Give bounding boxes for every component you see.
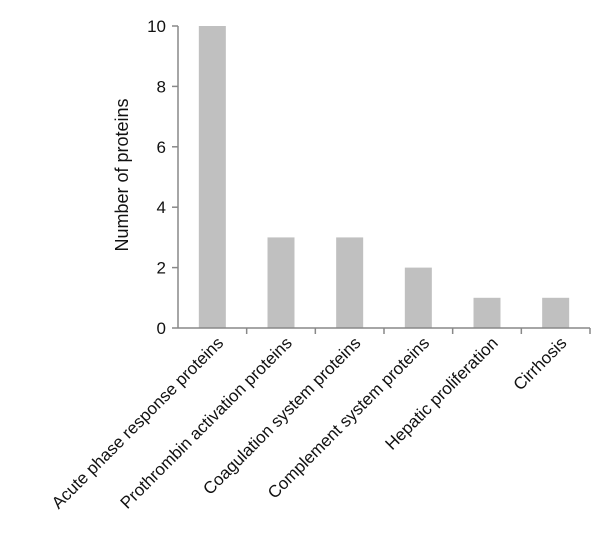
bar — [542, 297, 570, 328]
y-tick-label: 8 — [157, 77, 166, 96]
bar — [404, 267, 432, 328]
bars-group — [198, 26, 570, 328]
x-category-label: Hepatic proliferation — [381, 333, 501, 453]
x-categories-group: Acute phase response proteinsProthrombin… — [48, 328, 591, 513]
bar — [473, 297, 501, 328]
y-tick-label: 2 — [157, 259, 166, 278]
y-tick-label: 0 — [157, 319, 166, 338]
bar — [336, 237, 364, 328]
axes-group — [177, 26, 590, 329]
y-tick-label: 10 — [147, 17, 166, 36]
y-tick-label: 4 — [157, 198, 166, 217]
bar — [198, 26, 226, 328]
y-tick-label: 6 — [157, 138, 166, 157]
y-ticks-group: 0 2 4 6 8 10 — [147, 17, 178, 338]
y-axis-title: Number of proteins — [112, 98, 132, 251]
x-category-label: Cirrhosis — [510, 333, 571, 394]
bar — [267, 237, 295, 328]
